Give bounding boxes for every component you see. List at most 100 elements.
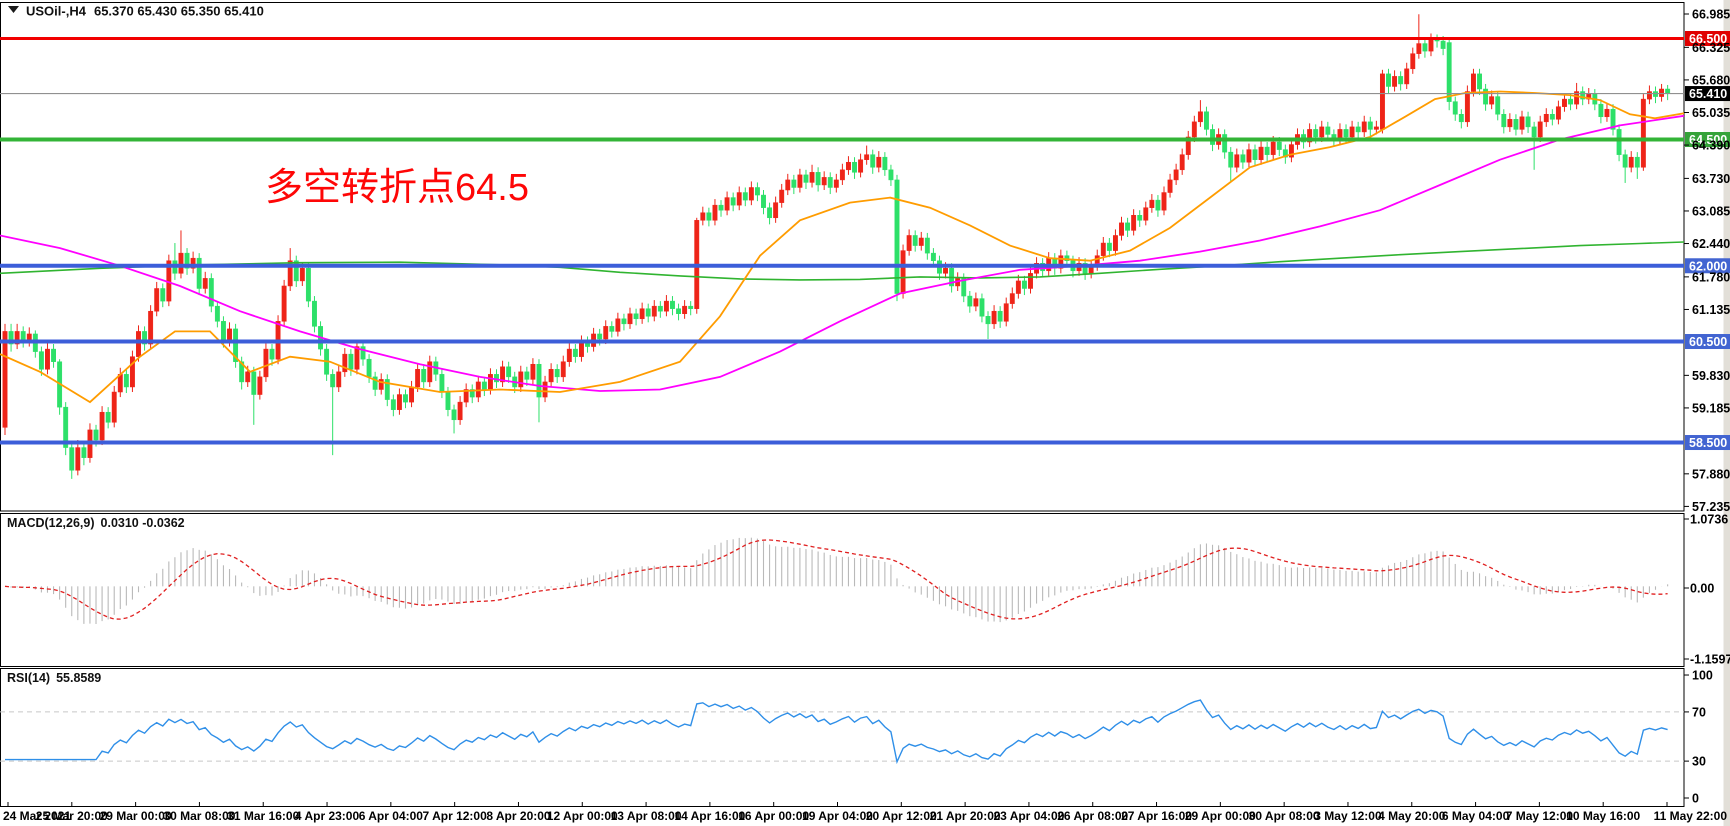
time-tick-label[interactable]: 4 Apr 23:00 — [295, 809, 360, 823]
candle-body — [645, 308, 651, 317]
rsi-indicator-label: RSI(14) 55.8589 — [7, 671, 101, 685]
candle-body — [330, 374, 336, 388]
time-tick-label[interactable]: 4 May 20:00 — [1378, 809, 1446, 823]
time-tick-label[interactable]: 13 Apr 08:00 — [611, 809, 682, 823]
candle-body — [390, 399, 396, 410]
candle-body — [603, 326, 609, 340]
candle-body — [724, 197, 730, 211]
candle-body — [1021, 280, 1027, 289]
candle-body — [469, 389, 475, 398]
candle-body — [1003, 303, 1009, 322]
chart-title: USOil-,H4 65.370 65.430 65.350 65.410 — [26, 4, 264, 19]
candle-body — [1580, 91, 1586, 100]
ma-mid-line — [0, 114, 1685, 392]
time-tick-label[interactable]: 7 May 12:00 — [1506, 809, 1574, 823]
candle-body — [336, 371, 342, 388]
candle-body — [1495, 96, 1501, 115]
candle-body — [1562, 98, 1567, 107]
macd-panel-frame — [0, 513, 1685, 667]
candle-body — [1464, 91, 1470, 123]
time-tick-label[interactable]: 19 Apr 04:00 — [802, 809, 873, 823]
time-tick-label[interactable]: 6 Apr 04:00 — [359, 809, 424, 823]
time-tick-label[interactable]: 23 Apr 04:00 — [993, 809, 1064, 823]
candle-body — [202, 278, 208, 289]
candle-body — [852, 161, 857, 173]
time-tick-label[interactable]: 31 Mar 16:00 — [227, 809, 299, 823]
time-tick-label[interactable]: 6 May 04:00 — [1442, 809, 1510, 823]
candle-body — [427, 361, 433, 383]
time-tick-label[interactable]: 16 Apr 00:00 — [738, 809, 809, 823]
macd-axis-label: -1.1597 — [1690, 653, 1730, 667]
time-tick-label[interactable]: 10 May 16:00 — [1566, 809, 1640, 823]
macd-plot-area[interactable] — [0, 513, 1684, 667]
candle-body — [748, 187, 754, 201]
time-tick-label[interactable]: 8 Apr 20:00 — [486, 809, 551, 823]
candle-body — [1646, 91, 1652, 100]
price-level-badge — [1685, 435, 1730, 451]
time-scale[interactable] — [0, 807, 1724, 826]
candle-body — [342, 353, 348, 373]
time-tick-label[interactable]: 12 Apr 00:00 — [547, 809, 618, 823]
candle-body — [257, 376, 263, 395]
candle-body — [1058, 255, 1064, 269]
candle-body — [190, 257, 196, 269]
time-tick-label[interactable]: 26 Apr 08:00 — [1057, 809, 1128, 823]
candle-body — [312, 300, 317, 327]
candle-body — [51, 348, 56, 362]
time-tick-label[interactable]: 3 May 12:00 — [1314, 809, 1382, 823]
time-tick-label[interactable]: 30 Mar 08:00 — [163, 809, 235, 823]
price-level-badge-label: 60.500 — [1689, 335, 1727, 349]
time-tick-label[interactable]: 7 Apr 12:00 — [423, 809, 488, 823]
candle-body — [1458, 114, 1464, 123]
time-tick-label[interactable]: 27 Apr 16:00 — [1121, 809, 1192, 823]
price-tick-label: 64.390 — [1692, 139, 1730, 153]
candle-body — [839, 169, 845, 181]
candle-body — [670, 300, 675, 309]
rsi-plot-area[interactable] — [0, 668, 1684, 807]
candle-body — [524, 371, 530, 380]
candle-body — [500, 366, 506, 383]
candle-body — [779, 189, 785, 203]
candle-body — [160, 288, 166, 302]
candle-body — [548, 369, 554, 383]
candle-body — [111, 391, 117, 423]
candle-body — [1276, 141, 1282, 150]
candle-body — [1477, 73, 1482, 90]
time-tick-label[interactable]: 14 Apr 16:00 — [674, 809, 745, 823]
time-tick-label[interactable]: 25 Mar 20:00 — [36, 809, 108, 823]
time-tick-label[interactable]: 21 Apr 20:00 — [930, 809, 1001, 823]
candle-body — [1574, 91, 1580, 105]
candle-body — [1258, 146, 1264, 160]
time-tick-label[interactable]: 11 May 22:00 — [1654, 809, 1728, 823]
candle-body — [1640, 98, 1646, 168]
time-tick-label[interactable]: 24 Mar 2021 — [3, 809, 71, 823]
candle-body — [1507, 119, 1513, 128]
candle-body — [1373, 126, 1379, 130]
candle-body — [1452, 101, 1458, 115]
time-tick-label[interactable]: 29 Apr 00:00 — [1185, 809, 1256, 823]
price-scale[interactable] — [1684, 0, 1724, 807]
candle-body — [93, 429, 99, 441]
candle-body — [1234, 154, 1240, 168]
candle-body — [123, 374, 129, 388]
ma-slow-line — [0, 241, 1685, 281]
candle-body — [1367, 121, 1373, 130]
candle-body — [233, 328, 239, 362]
time-tick-label[interactable]: 30 Apr 08:00 — [1249, 809, 1320, 823]
candle-body — [888, 169, 894, 181]
candle-body — [105, 411, 111, 423]
candle-body — [864, 154, 870, 160]
candle-body — [858, 159, 864, 173]
time-tick-label[interactable]: 29 Mar 00:00 — [100, 809, 172, 823]
candle-body — [63, 406, 69, 448]
candle-body — [797, 174, 803, 188]
window-scrollbar-strip[interactable] — [1723, 0, 1730, 826]
candle-body — [178, 252, 184, 274]
candle-body — [421, 369, 427, 383]
main-chart-plot-area[interactable] — [0, 2, 1684, 511]
candle-body — [1628, 156, 1634, 168]
candle-body — [918, 237, 924, 246]
time-tick-label[interactable]: 20 Apr 12:00 — [866, 809, 937, 823]
symbol-dropdown-icon[interactable] — [8, 6, 19, 13]
candle-body — [1355, 126, 1361, 133]
